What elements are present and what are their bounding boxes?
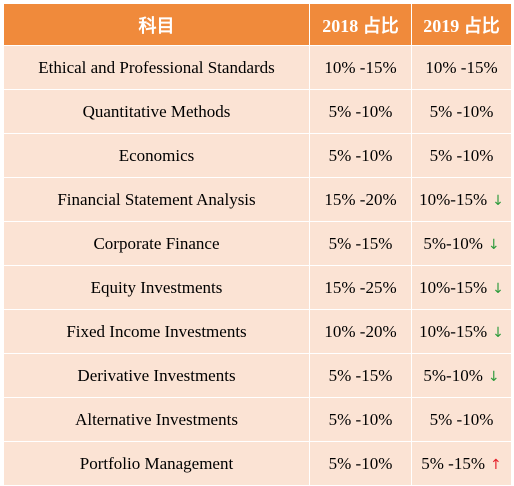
weight-2018-cell: 5% -10% bbox=[309, 89, 412, 134]
weight-2018-cell: 5% -10% bbox=[309, 397, 412, 442]
weight-2018-cell: 5% -15% bbox=[309, 221, 412, 266]
weight-2018-cell: 5% -10% bbox=[309, 441, 412, 486]
table-row: Ethical and Professional Standards 10% -1… bbox=[3, 45, 512, 90]
subject-cell: Equity Investments bbox=[3, 265, 310, 310]
weight-2019-value: 10%-15% bbox=[419, 277, 488, 297]
weight-2019-value: 5% -10% bbox=[429, 145, 494, 165]
subject-cell: Alternative Investments bbox=[3, 397, 310, 442]
subject-cell: Ethical and Professional Standards bbox=[3, 45, 310, 90]
arrow-up-icon: ↑ bbox=[490, 456, 502, 473]
weight-2018-cell: 15% -25% bbox=[309, 265, 412, 310]
weight-2019-cell: 10%-15% ↓ bbox=[411, 177, 512, 222]
table-row: Corporate Finance 5% -15% 5%-10% ↓ bbox=[3, 221, 512, 266]
weight-2019-value: 5% -10% bbox=[429, 101, 494, 121]
arrow-down-icon: ↓ bbox=[487, 368, 500, 385]
topic-weight-table: 科目 2018 占比 2019 占比 Ethical and Professio… bbox=[3, 3, 512, 486]
arrow-down-icon: ↓ bbox=[492, 324, 504, 341]
subject-cell: Quantitative Methods bbox=[3, 89, 310, 134]
weight-2019-cell: 10%-15% ↓ bbox=[411, 265, 512, 310]
subject-cell: Corporate Finance bbox=[3, 221, 310, 266]
weight-2019-value: 10%-15% bbox=[419, 321, 488, 341]
weight-2019-value: 10% -15% bbox=[425, 57, 498, 77]
subject-cell: Fixed Income Investments bbox=[3, 309, 310, 354]
weight-2019-cell: 5%-10% ↓ bbox=[411, 221, 512, 266]
weight-2019-cell: 5%-10% ↓ bbox=[411, 353, 512, 398]
weight-2019-cell: 5% -10% bbox=[411, 397, 512, 442]
weight-2019-value: 10%-15% bbox=[419, 189, 488, 209]
weight-2019-value: 5%-10% bbox=[423, 365, 483, 385]
table-row: Economics 5% -10% 5% -10% bbox=[3, 133, 512, 178]
header-subject: 科目 bbox=[3, 3, 310, 46]
weight-2019-value: 5%-10% bbox=[423, 233, 483, 253]
header-2019: 2019 占比 bbox=[411, 3, 512, 46]
header-row: 科目 2018 占比 2019 占比 bbox=[3, 3, 512, 46]
arrow-down-icon: ↓ bbox=[492, 192, 504, 209]
table-row: Derivative Investments 5% -15% 5%-10% ↓ bbox=[3, 353, 512, 398]
subject-cell: Financial Statement Analysis bbox=[3, 177, 310, 222]
weight-2018-cell: 5% -10% bbox=[309, 133, 412, 178]
subject-cell: Derivative Investments bbox=[3, 353, 310, 398]
table-row: Alternative Investments 5% -10% 5% -10% bbox=[3, 397, 512, 442]
weight-2019-cell: 10% -15% bbox=[411, 45, 512, 90]
table-row: Quantitative Methods 5% -10% 5% -10% bbox=[3, 89, 512, 134]
table-row: Equity Investments 15% -25% 10%-15% ↓ bbox=[3, 265, 512, 310]
weight-2019-value: 5% -10% bbox=[429, 409, 494, 429]
table-row: Portfolio Management 5% -10% 5% -15% ↑ bbox=[3, 441, 512, 486]
subject-cell: Portfolio Management bbox=[3, 441, 310, 486]
subject-cell: Economics bbox=[3, 133, 310, 178]
table-body: Ethical and Professional Standards 10% -1… bbox=[3, 45, 512, 486]
weight-2019-cell: 10%-15% ↓ bbox=[411, 309, 512, 354]
weight-2019-cell: 5% -10% bbox=[411, 133, 512, 178]
weight-2019-cell: 5% -10% bbox=[411, 89, 512, 134]
table-row: Financial Statement Analysis 15% -20% 10%-… bbox=[3, 177, 512, 222]
arrow-down-icon: ↓ bbox=[492, 280, 504, 297]
weight-2018-cell: 10% -20% bbox=[309, 309, 412, 354]
weight-2019-cell: 5% -15% ↑ bbox=[411, 441, 512, 486]
weight-2018-cell: 5% -15% bbox=[309, 353, 412, 398]
weight-2019-value: 5% -15% bbox=[421, 453, 485, 473]
weight-table-container: 科目 2018 占比 2019 占比 Ethical and Professio… bbox=[3, 3, 512, 486]
header-2018: 2018 占比 bbox=[309, 3, 412, 46]
table-row: Fixed Income Investments 10% -20% 10%-15% ↓ bbox=[3, 309, 512, 354]
weight-2018-cell: 15% -20% bbox=[309, 177, 412, 222]
weight-2018-cell: 10% -15% bbox=[309, 45, 412, 90]
arrow-down-icon: ↓ bbox=[487, 236, 500, 253]
